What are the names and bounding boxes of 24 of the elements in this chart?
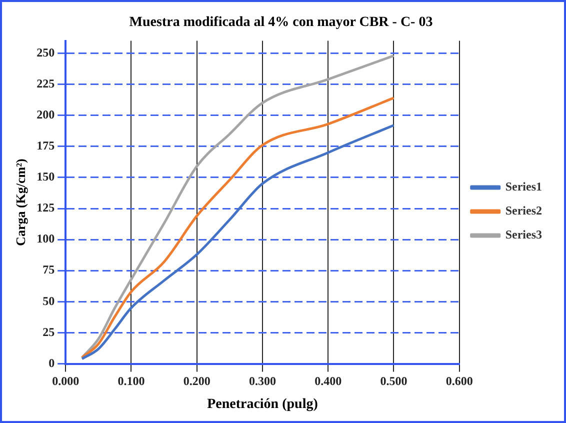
x-tick-label: 0.300 [248,374,276,388]
x-tick-label: 0.600 [446,374,473,388]
legend-label: Series1 [505,180,542,194]
x-tick-label: 0.100 [118,374,145,388]
y-tick-label: 100 [36,232,55,246]
y-tick-label: 250 [36,45,55,60]
y-tick-label: 75 [42,262,55,277]
y-tick-label: 175 [36,138,55,152]
chart-title: Muestra modificada al 4% con mayor CBR - C- 03 [129,15,433,30]
y-tick-label: 0 [48,356,55,370]
y-tick-label: 150 [36,170,55,184]
y-tick-label: 25 [42,324,55,339]
x-axis-title: Penetración (pulg) [207,397,318,412]
x-tick-label: 0.400 [314,374,342,388]
y-tick-label: 200 [36,107,55,122]
y-tick-label: 125 [36,200,55,215]
legend-label: Series2 [505,204,542,218]
y-axis-title: Carga (Kg/cm²) [13,158,28,246]
x-tick-label: 0.200 [183,374,210,388]
y-tick-label: 50 [42,294,55,308]
legend-label: Series3 [505,228,542,242]
y-tick-label: 225 [36,76,55,90]
x-tick-label: 0.500 [380,374,408,388]
x-tick-label: 0.000 [52,374,80,388]
